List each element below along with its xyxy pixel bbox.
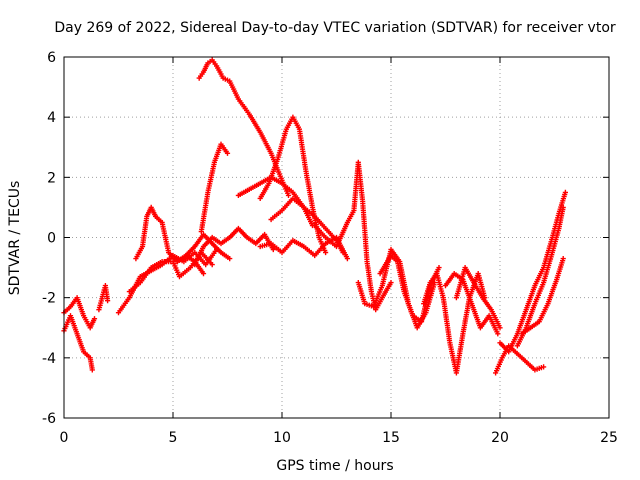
x-tick-label: 25 bbox=[600, 430, 618, 446]
y-tick-label: -2 bbox=[42, 291, 56, 307]
data-series bbox=[61, 313, 95, 373]
data-point bbox=[89, 367, 95, 373]
data-point bbox=[560, 204, 566, 210]
data-point bbox=[227, 256, 233, 262]
y-tick-label: -6 bbox=[42, 411, 56, 427]
data-series bbox=[61, 295, 98, 331]
data-point bbox=[497, 325, 503, 331]
y-tick-label: 0 bbox=[47, 231, 56, 247]
data-point bbox=[541, 364, 547, 370]
y-tick-label: -4 bbox=[42, 351, 56, 367]
data-point bbox=[344, 256, 350, 262]
x-tick-label: 0 bbox=[60, 430, 69, 446]
y-tick-label: 4 bbox=[47, 110, 56, 126]
x-tick-label: 5 bbox=[169, 430, 178, 446]
x-tick-label: 20 bbox=[491, 430, 509, 446]
data-point bbox=[560, 256, 566, 262]
data-point bbox=[562, 189, 568, 195]
y-tick-label: 6 bbox=[47, 50, 56, 66]
data-series bbox=[514, 204, 566, 349]
chart-title: Day 269 of 2022, Sidereal Day-to-day VTE… bbox=[54, 20, 616, 36]
data-series bbox=[497, 189, 568, 355]
data-series bbox=[312, 159, 394, 313]
data-point bbox=[285, 192, 292, 198]
data-point bbox=[200, 271, 207, 277]
axis-ticks: 0 5 10 15 20 25 -6 -4 -2 0 2 4 6 bbox=[42, 50, 618, 446]
data-point bbox=[436, 265, 442, 271]
data-point bbox=[105, 298, 111, 304]
data-series bbox=[198, 141, 231, 235]
data-point bbox=[224, 150, 231, 156]
data-series bbox=[421, 271, 488, 376]
data-point bbox=[209, 262, 215, 268]
data-point bbox=[270, 246, 276, 253]
x-tick-label: 10 bbox=[273, 430, 291, 446]
y-axis-label: SDTVAR / TECUs bbox=[7, 181, 23, 296]
data-point bbox=[91, 316, 98, 322]
data-marks bbox=[61, 57, 568, 376]
data-series bbox=[453, 265, 503, 331]
data-series bbox=[235, 174, 316, 229]
data-point bbox=[388, 280, 394, 286]
x-axis-label: GPS time / hours bbox=[276, 458, 393, 474]
data-series bbox=[442, 271, 501, 337]
data-series bbox=[493, 343, 547, 376]
y-tick-label: 2 bbox=[47, 170, 56, 186]
data-series bbox=[519, 256, 566, 337]
x-tick-label: 15 bbox=[382, 430, 400, 446]
data-point bbox=[323, 249, 329, 256]
data-series bbox=[257, 114, 329, 256]
data-point bbox=[495, 331, 501, 337]
data-series bbox=[257, 234, 350, 262]
data-series bbox=[96, 283, 111, 313]
